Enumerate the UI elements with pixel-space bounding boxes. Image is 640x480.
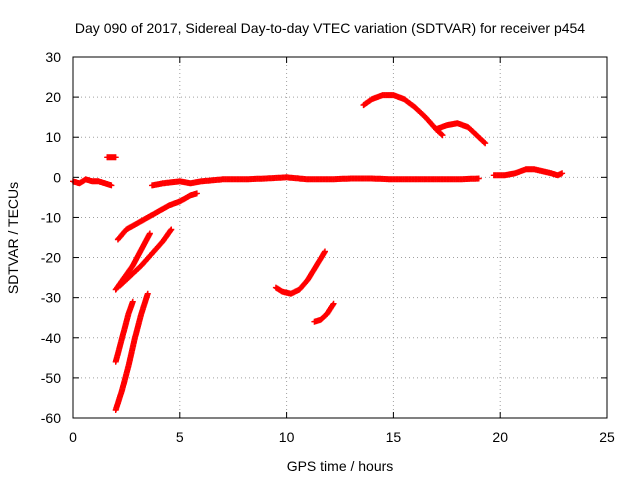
y-tick-label: 20 bbox=[45, 89, 61, 105]
y-tick-label: -40 bbox=[41, 330, 61, 346]
data-series bbox=[112, 290, 151, 413]
y-tick-label: -10 bbox=[41, 209, 61, 225]
data-point bbox=[193, 190, 200, 197]
data-series bbox=[104, 154, 119, 161]
data-point bbox=[322, 248, 328, 255]
data-series bbox=[112, 230, 153, 293]
y-tick-label: -30 bbox=[41, 290, 61, 306]
x-tick-label: 5 bbox=[176, 429, 184, 445]
y-tick-label: 30 bbox=[45, 49, 61, 65]
x-tick-label: 25 bbox=[599, 429, 615, 445]
x-tick-label: 0 bbox=[69, 429, 77, 445]
data-point bbox=[168, 226, 175, 233]
data-points bbox=[70, 92, 566, 413]
axis-ticks: 0 5 10 15 20 25 -60 -50 -40 -30 -20 -10 0 10 20 30 bbox=[41, 49, 615, 445]
data-series bbox=[490, 166, 566, 179]
data-series bbox=[149, 174, 482, 189]
data-point bbox=[144, 290, 151, 297]
data-point bbox=[108, 182, 115, 189]
data-point bbox=[439, 132, 446, 139]
data-point bbox=[129, 298, 136, 305]
data-series bbox=[112, 298, 136, 365]
data-point bbox=[482, 140, 489, 147]
grid bbox=[72, 56, 608, 419]
y-tick-label: 0 bbox=[53, 169, 61, 185]
x-tick-label: 10 bbox=[279, 429, 295, 445]
chart-title: Day 090 of 2017, Sidereal Day-to-day VTE… bbox=[75, 20, 585, 36]
plot-frame bbox=[72, 56, 608, 419]
y-axis-label: SDTVAR / TECUs bbox=[5, 182, 21, 294]
data-series bbox=[433, 120, 489, 147]
y-tick-label: -60 bbox=[41, 410, 61, 426]
x-axis-label: GPS time / hours bbox=[287, 458, 394, 474]
data-point bbox=[475, 175, 482, 182]
y-tick-label: -20 bbox=[41, 250, 61, 266]
y-tick-label: -50 bbox=[41, 370, 61, 386]
data-point bbox=[112, 154, 119, 161]
data-series bbox=[114, 190, 200, 243]
y-tick-label: 10 bbox=[45, 129, 61, 145]
x-tick-label: 15 bbox=[386, 429, 402, 445]
data-series bbox=[272, 248, 328, 297]
data-series bbox=[117, 226, 175, 289]
data-series bbox=[360, 92, 446, 139]
data-point bbox=[146, 230, 153, 237]
data-point bbox=[330, 300, 337, 307]
data-series bbox=[70, 176, 115, 189]
x-tick-label: 20 bbox=[492, 429, 508, 445]
data-series bbox=[311, 300, 337, 325]
data-point bbox=[559, 170, 566, 177]
